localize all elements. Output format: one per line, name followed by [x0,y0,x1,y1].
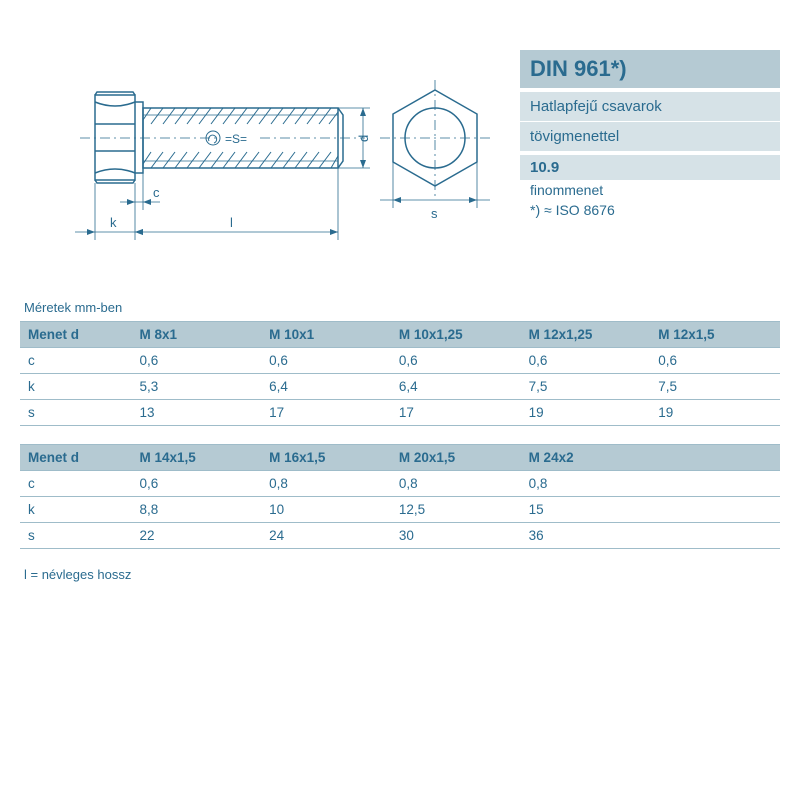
header-label: Menet d [20,322,131,348]
cell-value: 15 [521,497,651,523]
table-row: k8,81012,515 [20,497,780,523]
column-header: M 12x1,25 [521,322,651,348]
dimensions-table-2: Menet dM 14x1,5M 16x1,5M 20x1,5M 24x2c0,… [20,444,780,549]
row-label: k [20,374,131,400]
cell-value: 0,8 [391,471,521,497]
cell-value: 6,4 [261,374,391,400]
row-label: c [20,471,131,497]
label-S: =S= [225,132,247,146]
cell-value: 0,8 [521,471,651,497]
column-header: M 20x1,5 [391,445,521,471]
table-caption: Méretek mm-ben [24,300,780,315]
row-label: s [20,400,131,426]
cell-value: 17 [261,400,391,426]
thread-type: finommenet [520,180,780,200]
cell-value: 0,6 [131,471,261,497]
cell-value: 8,8 [131,497,261,523]
cell-value: 24 [261,523,391,549]
label-s: s [431,206,438,221]
cell-value: 30 [391,523,521,549]
table-row: c0,60,80,80,8 [20,471,780,497]
technical-diagram: =S= d c k l s [20,40,510,260]
column-header [650,445,780,471]
label-k: k [110,215,117,230]
cell-value: 6,4 [391,374,521,400]
column-header: M 24x2 [521,445,651,471]
cell-value: 19 [650,400,780,426]
label-c: c [153,185,160,200]
cell-value: 22 [131,523,261,549]
product-name-1: Hatlapfejű csavarok [520,92,780,121]
label-l: l [230,215,233,230]
header-label: Menet d [20,445,131,471]
row-label: k [20,497,131,523]
cell-value [650,471,780,497]
cell-value: 5,3 [131,374,261,400]
column-header: M 12x1,5 [650,322,780,348]
cell-value: 0,6 [261,348,391,374]
standard-title: DIN 961*) [520,50,780,88]
cell-value [650,497,780,523]
column-header: M 8x1 [131,322,261,348]
table-row: s1317171919 [20,400,780,426]
product-name-2: tövigmenettel [520,122,780,151]
table-row: c0,60,60,60,60,6 [20,348,780,374]
top-area: =S= d c k l s DIN 961*) Hatlapfejű csava… [20,40,780,260]
column-header: M 10x1,25 [391,322,521,348]
cell-value: 10 [261,497,391,523]
column-header: M 10x1 [261,322,391,348]
row-label: s [20,523,131,549]
cell-value: 0,8 [261,471,391,497]
cell-value: 7,5 [650,374,780,400]
cell-value: 0,6 [650,348,780,374]
row-label: c [20,348,131,374]
cell-value: 17 [391,400,521,426]
column-header: M 14x1,5 [131,445,261,471]
footer-note: l = névleges hossz [24,567,780,582]
cell-value: 12,5 [391,497,521,523]
dimensions-table-1: Menet dM 8x1M 10x1M 10x1,25M 12x1,25M 12… [20,321,780,426]
cell-value: 0,6 [391,348,521,374]
label-d: d [356,135,371,142]
cell-value: 0,6 [521,348,651,374]
grade: 10.9 [520,155,780,180]
column-header: M 16x1,5 [261,445,391,471]
info-panel: DIN 961*) Hatlapfejű csavarok tövigmenet… [520,40,780,260]
cell-value: 13 [131,400,261,426]
cell-value [650,523,780,549]
iso-note: *) ≈ ISO 8676 [520,200,780,220]
cell-value: 36 [521,523,651,549]
cell-value: 7,5 [521,374,651,400]
cell-value: 0,6 [131,348,261,374]
cell-value: 19 [521,400,651,426]
table-row: k5,36,46,47,57,5 [20,374,780,400]
bolt-drawing-svg: =S= d c k l s [20,40,510,260]
table-row: s22243036 [20,523,780,549]
